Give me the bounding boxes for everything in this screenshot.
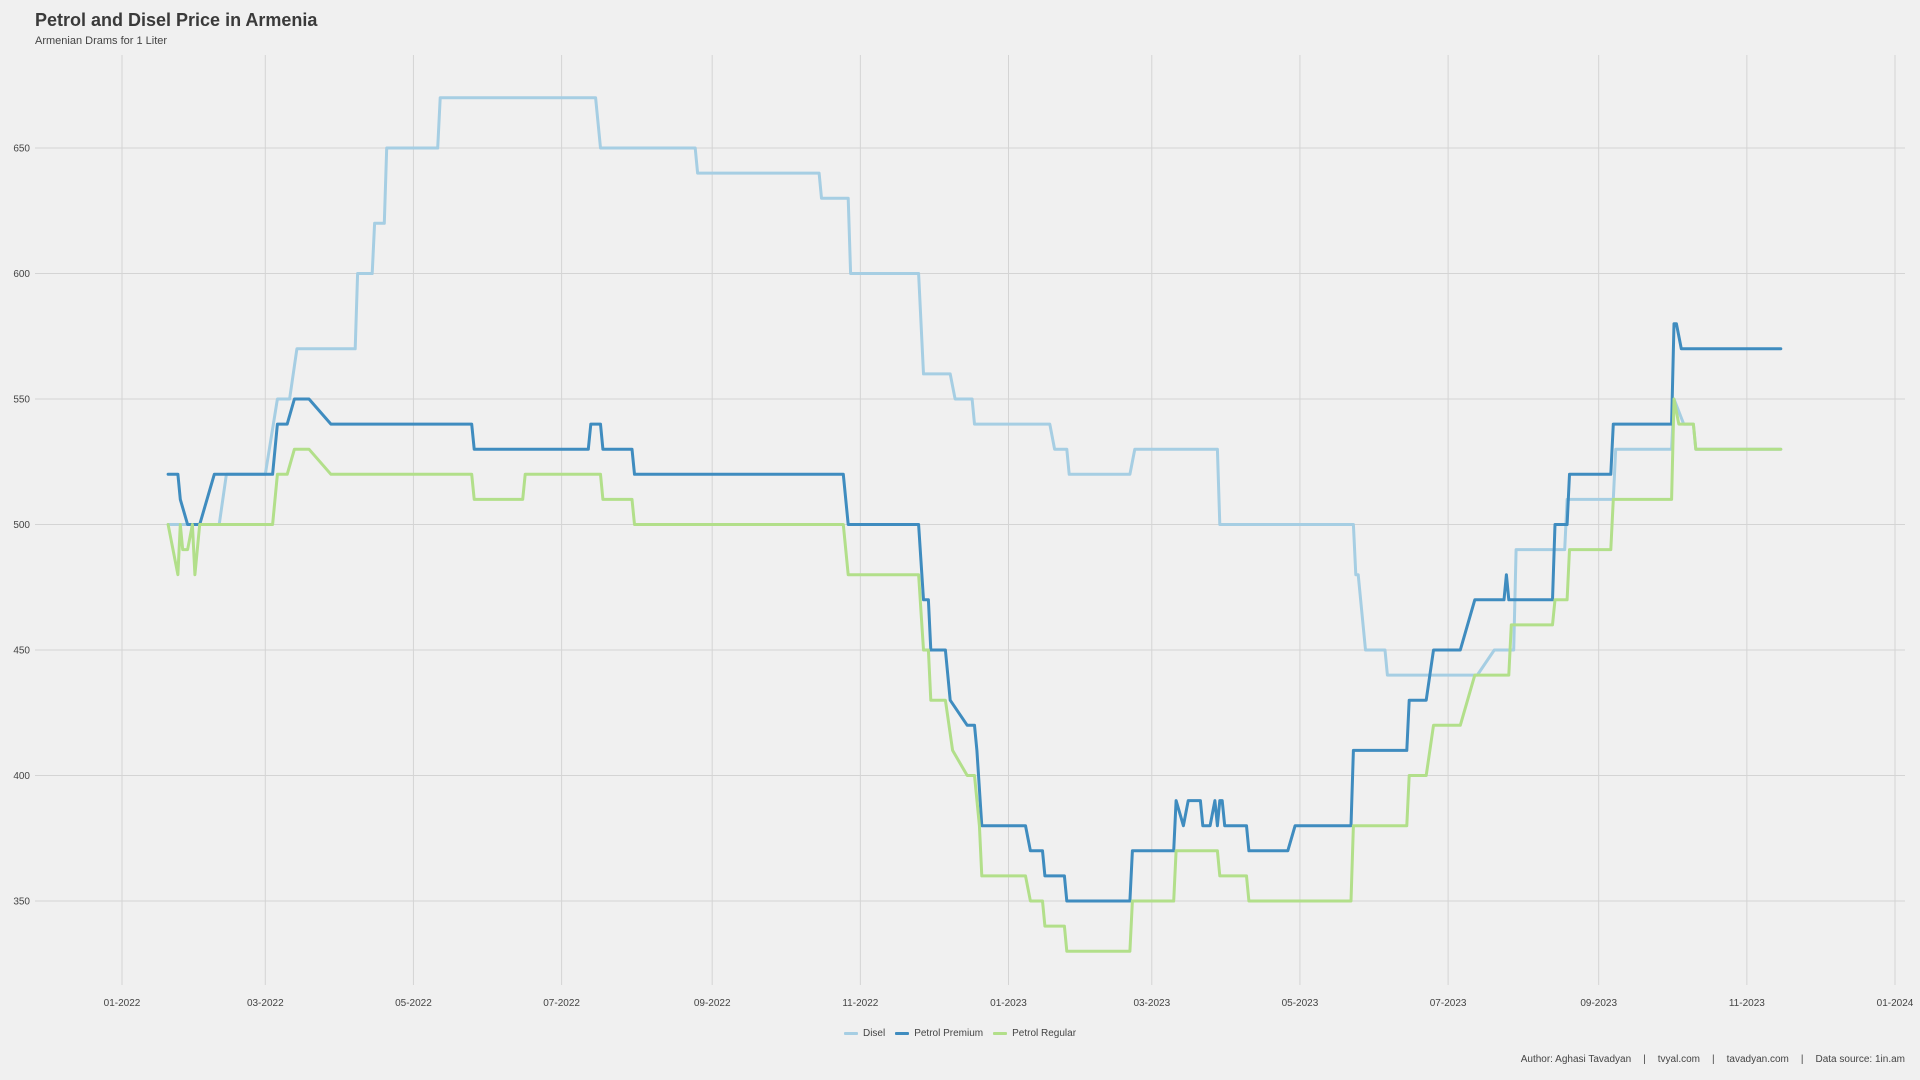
y-tick-label: 650 <box>13 144 30 155</box>
x-tick-label: 07-2023 <box>1430 998 1467 1009</box>
legend-swatch <box>843 1032 858 1035</box>
caption-author: Author: Aghasi Tavadyan <box>1520 1054 1632 1065</box>
caption-separator: | <box>1712 1054 1715 1065</box>
y-tick-label: 350 <box>13 897 30 908</box>
x-tick-label: 01-2024 <box>1877 998 1914 1009</box>
y-axis-tick-labels: 350 400 450 500 550 600 650 <box>13 144 30 908</box>
chart-subtitle: Armenian Drams for 1 Liter <box>35 35 168 47</box>
x-tick-label: 03-2022 <box>247 998 284 1009</box>
y-tick-label: 450 <box>13 646 30 657</box>
legend-item-petrol-regular: Petrol Regular <box>993 1028 1076 1039</box>
grid-lines <box>35 55 1905 985</box>
y-tick-label: 600 <box>13 269 30 280</box>
y-tick-label: 550 <box>13 395 30 406</box>
x-axis-tick-labels: 01-2022 03-2022 05-2022 07-2022 09-2022 11-20… <box>104 998 1914 1009</box>
caption-site-tvyal: tvyal.com <box>1657 1054 1701 1065</box>
series-line-petrol-premium <box>166 322 1783 903</box>
caption-separator: | <box>1643 1054 1646 1065</box>
chart-title: Petrol and Disel Price in Armenia <box>35 10 318 30</box>
legend-label: Petrol Regular <box>1012 1028 1077 1039</box>
x-tick-label: 07-2022 <box>543 998 580 1009</box>
y-tick-label: 500 <box>13 520 30 531</box>
legend-swatch <box>993 1032 1008 1035</box>
x-tick-label: 05-2023 <box>1282 998 1319 1009</box>
x-tick-label: 09-2023 <box>1580 998 1617 1009</box>
caption: Author: Aghasi Tavadyan | tvyal.com | ta… <box>1521 1054 1905 1065</box>
y-tick-label: 400 <box>13 771 30 782</box>
legend-swatch <box>895 1032 910 1035</box>
caption-source: Data source: 1in.am <box>1815 1054 1906 1065</box>
legend-item-disel: Disel <box>843 1028 886 1039</box>
caption-separator: | <box>1800 1054 1804 1065</box>
x-tick-label: 01-2023 <box>990 998 1027 1009</box>
legend-label: Petrol Premium <box>914 1028 984 1039</box>
x-tick-label: 11-2023 <box>1729 998 1765 1009</box>
x-tick-label: 11-2022 <box>842 998 878 1009</box>
x-tick-label: 01-2022 <box>104 998 141 1009</box>
series-lines <box>166 96 1783 953</box>
x-tick-label: 05-2022 <box>395 998 432 1009</box>
caption-site-tavadyan: tavadyan.com <box>1726 1054 1789 1065</box>
legend-label: Disel <box>862 1028 886 1039</box>
series-line-petrol-regular <box>166 397 1783 953</box>
legend: Disel Petrol Premium Petrol Regular <box>0 1028 1920 1039</box>
series-line-disel <box>166 96 1783 677</box>
x-tick-label: 03-2023 <box>1133 998 1170 1009</box>
x-tick-label: 09-2022 <box>694 998 731 1009</box>
legend-item-petrol-premium: Petrol Premium <box>895 1028 983 1039</box>
